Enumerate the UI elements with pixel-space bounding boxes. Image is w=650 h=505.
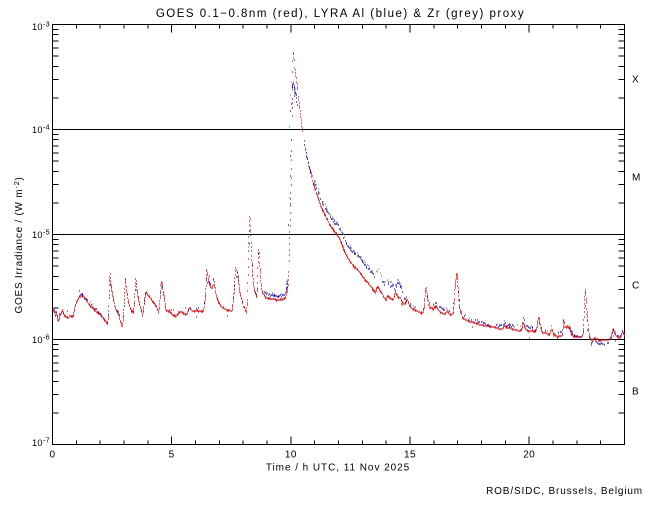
svg-text:-3: -3 — [43, 19, 50, 28]
svg-text:Time / h UTC, 11 Nov 2025: Time / h UTC, 11 Nov 2025 — [266, 463, 410, 474]
svg-text:-4: -4 — [43, 122, 50, 131]
svg-text:-6: -6 — [43, 332, 50, 341]
svg-text:X: X — [632, 75, 639, 86]
svg-text:C: C — [632, 281, 639, 292]
svg-text:10: 10 — [32, 438, 43, 448]
svg-text:-5: -5 — [43, 227, 50, 236]
svg-text:10: 10 — [32, 22, 43, 32]
svg-text:B: B — [632, 387, 639, 398]
svg-text:-7: -7 — [43, 435, 50, 444]
svg-text:10: 10 — [32, 230, 43, 240]
svg-text:10: 10 — [32, 125, 43, 135]
svg-text:10: 10 — [285, 450, 297, 461]
svg-text:GOES 0.1−0.8nm (red), LYRA Al: GOES 0.1−0.8nm (red), LYRA Al (blue) & Z… — [156, 8, 525, 20]
svg-text:M: M — [632, 173, 640, 184]
svg-text:15: 15 — [404, 450, 416, 461]
svg-text:ROB/SIDC, Brussels, Belgium: ROB/SIDC, Brussels, Belgium — [486, 486, 643, 497]
svg-text:5: 5 — [169, 450, 175, 461]
svg-text:10: 10 — [32, 335, 43, 345]
svg-text:20: 20 — [523, 450, 535, 461]
svg-text:0: 0 — [50, 450, 56, 461]
svg-text:GOES Irradiance / (W m-2): GOES Irradiance / (W m-2) — [12, 176, 25, 313]
